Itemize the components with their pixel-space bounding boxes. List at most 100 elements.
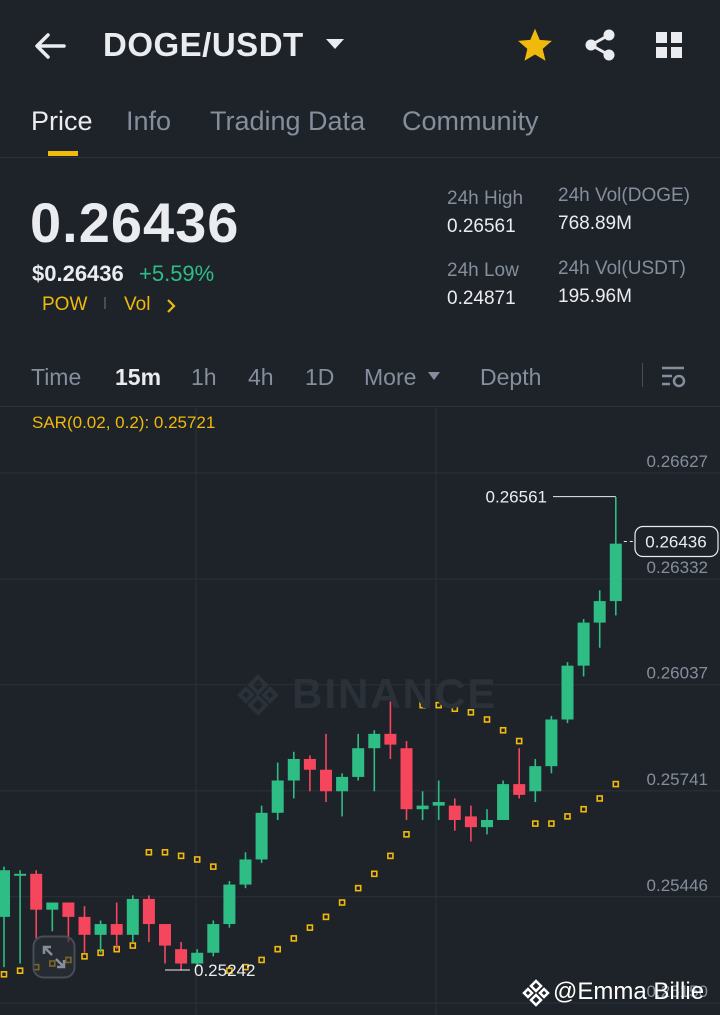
candle-up bbox=[529, 766, 542, 792]
tag-pow[interactable]: POW bbox=[42, 294, 88, 315]
trading-pair-title[interactable]: DOGE/USDT bbox=[103, 26, 304, 63]
candle-down bbox=[142, 898, 155, 925]
candle-up bbox=[545, 719, 558, 767]
candle-up bbox=[368, 733, 381, 749]
stat-24h-high-label: 24h High bbox=[447, 188, 524, 209]
y-tick-label: 0.25150 bbox=[647, 982, 708, 1001]
dropdown-caret-icon[interactable] bbox=[325, 37, 345, 51]
tab-trading-data[interactable]: Trading Data bbox=[210, 106, 366, 136]
tag-vol[interactable]: Vol bbox=[124, 294, 151, 315]
sar-dot bbox=[338, 899, 346, 906]
usd-price: $0.26436 bbox=[32, 261, 124, 286]
stat-24h-low-label: 24h Low bbox=[447, 260, 519, 281]
interval-4h[interactable]: 4h bbox=[248, 364, 274, 390]
sar-dot bbox=[548, 820, 555, 827]
y-tick-label: 0.25741 bbox=[647, 770, 708, 789]
grid-menu-icon[interactable] bbox=[654, 30, 684, 60]
candle-up bbox=[207, 924, 220, 953]
sar-dot bbox=[161, 848, 169, 856]
expand-chart-icon[interactable] bbox=[32, 935, 76, 979]
tab-bar: Price Info Trading Data Community bbox=[0, 92, 720, 158]
y-tick-label: 0.26627 bbox=[647, 452, 708, 471]
more-caret-icon[interactable] bbox=[427, 371, 441, 381]
chevron-right-icon[interactable] bbox=[166, 299, 176, 313]
watermark-text: BINANCE bbox=[292, 670, 498, 717]
tab-info[interactable]: Info bbox=[126, 106, 172, 136]
candle-up bbox=[14, 873, 27, 876]
interval-time[interactable]: Time bbox=[31, 364, 82, 390]
interval-depth[interactable]: Depth bbox=[480, 364, 542, 390]
y-tick-label: 0.26037 bbox=[647, 664, 708, 683]
interval-more[interactable]: More bbox=[364, 364, 417, 390]
y-tick-label: 0.25446 bbox=[647, 876, 708, 895]
y-tick-label: 0.26332 bbox=[647, 558, 708, 577]
sar-dot bbox=[226, 967, 233, 975]
candle-up bbox=[416, 805, 429, 810]
sar-dot bbox=[322, 913, 330, 921]
sar-dot bbox=[0, 970, 8, 978]
sar-dot bbox=[129, 942, 137, 949]
sar-dot bbox=[467, 709, 475, 716]
stat-24h-vol-usdt-label: 24h Vol(USDT) bbox=[558, 258, 686, 279]
candle-down bbox=[320, 769, 332, 792]
candle-up bbox=[609, 543, 622, 602]
sar-dot bbox=[499, 726, 507, 734]
sar-dot bbox=[354, 884, 362, 892]
candle-up bbox=[255, 812, 268, 860]
candle-down bbox=[78, 916, 91, 935]
sar-dot bbox=[81, 953, 88, 960]
interval-1d[interactable]: 1D bbox=[305, 364, 335, 390]
share-icon[interactable] bbox=[583, 28, 617, 62]
current-price-tag bbox=[634, 525, 719, 558]
credit-text: @Emma Billie bbox=[553, 978, 705, 1005]
back-arrow-icon[interactable] bbox=[30, 26, 70, 66]
candle-up bbox=[497, 784, 510, 820]
candle-up bbox=[352, 748, 365, 777]
candle-up bbox=[561, 665, 574, 720]
price-change-percent: +5.59% bbox=[139, 261, 215, 286]
candle-up bbox=[432, 802, 445, 806]
binance-logo-icon bbox=[237, 674, 279, 716]
sar-dot bbox=[531, 820, 539, 827]
tab-community[interactable]: Community bbox=[402, 106, 539, 136]
sar-dot bbox=[274, 945, 282, 953]
stat-24h-vol-doge-value: 768.89M bbox=[558, 213, 632, 234]
sar-dot bbox=[193, 856, 201, 863]
candle-up bbox=[336, 776, 349, 792]
sar-dot bbox=[242, 963, 249, 971]
tab-price[interactable]: Price bbox=[31, 106, 93, 136]
interval-15m[interactable]: 15m bbox=[115, 364, 162, 390]
chart-settings-icon[interactable] bbox=[660, 364, 686, 390]
candle-down bbox=[448, 805, 461, 820]
sar-dot bbox=[596, 795, 604, 802]
candle-up bbox=[577, 622, 590, 666]
sar-dot bbox=[515, 737, 523, 745]
candlestick-chart[interactable]: 0.26627 0.26332 0.26037 0.25741 0.25446 0.251… bbox=[0, 408, 720, 1015]
stat-24h-high-value: 0.26561 bbox=[447, 216, 516, 237]
star-icon[interactable] bbox=[516, 27, 554, 63]
candle-up bbox=[126, 898, 139, 935]
interval-1h[interactable]: 1h bbox=[191, 364, 217, 390]
candle-down bbox=[464, 816, 477, 828]
stat-24h-vol-usdt-value: 195.96M bbox=[558, 286, 632, 307]
candle-down bbox=[110, 924, 123, 935]
candle-up bbox=[94, 924, 107, 935]
active-tab-indicator bbox=[48, 151, 78, 156]
sar-dot bbox=[612, 780, 620, 788]
interval-bar: Time 15m 1h 4h 1D More Depth bbox=[0, 355, 720, 407]
candle-down bbox=[400, 748, 413, 810]
candle-up bbox=[271, 780, 284, 813]
tag-divider bbox=[104, 297, 106, 309]
candle-up bbox=[593, 601, 606, 623]
candle-down bbox=[384, 733, 397, 745]
sar-dot bbox=[145, 848, 153, 856]
stat-24h-vol-doge-label: 24h Vol(DOGE) bbox=[558, 185, 690, 206]
top-bar: DOGE/USDT bbox=[0, 0, 720, 92]
candle-up bbox=[481, 819, 493, 828]
sar-dot bbox=[387, 852, 394, 860]
binance-square-icon bbox=[522, 979, 550, 1007]
sar-dot bbox=[564, 813, 571, 820]
sar-dot bbox=[435, 701, 443, 709]
candle-down bbox=[513, 784, 526, 795]
candle-down bbox=[62, 902, 75, 917]
